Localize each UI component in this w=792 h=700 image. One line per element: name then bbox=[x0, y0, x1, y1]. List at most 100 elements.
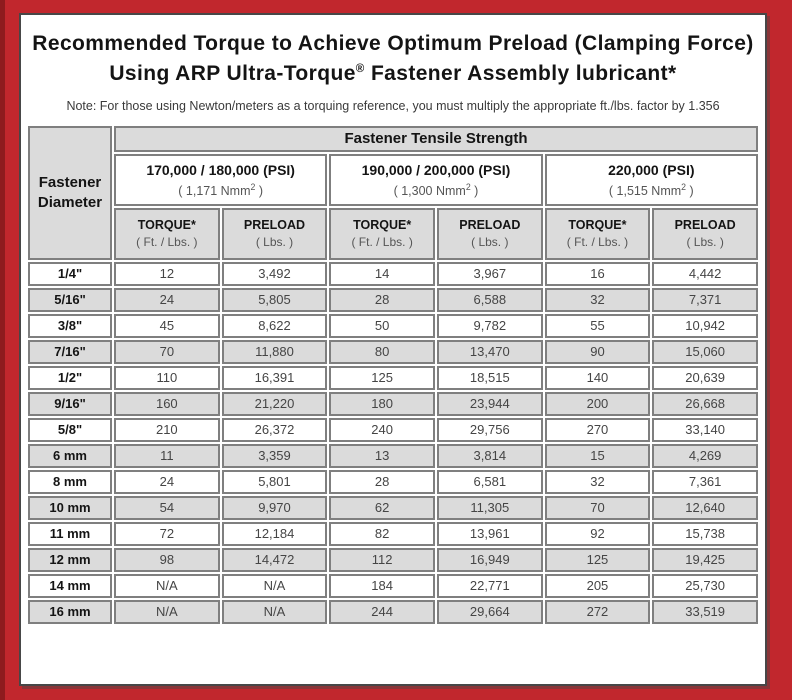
preload-value-cell: 21,220 bbox=[221, 391, 328, 416]
fastener-diameter-cell: 1/2" bbox=[28, 365, 112, 390]
table-row: 9/16" 160 21,220 180 23,944 200 26,668 bbox=[28, 391, 758, 416]
torque-value-cell: 82 bbox=[329, 521, 435, 546]
torque-value-cell: 16 bbox=[544, 261, 651, 286]
torque-value-cell: 70 bbox=[544, 495, 651, 520]
table-row: 8 mm 24 5,801 28 6,581 32 7,361 bbox=[28, 469, 758, 494]
psi-group-170-180: 170,000 / 180,000 (PSI) ( 1,171 Nmm2 ) bbox=[114, 153, 328, 206]
table-row: 10 mm 54 9,970 62 11,305 70 12,640 bbox=[28, 495, 758, 520]
fastener-diameter-cell: 11 mm bbox=[28, 521, 112, 546]
preload-header-cell: PRELOAD ( Lbs. ) bbox=[436, 207, 543, 260]
fastener-diameter-cell: 14 mm bbox=[28, 573, 112, 598]
torque-value-cell: 62 bbox=[329, 495, 435, 520]
preload-value-cell: 13,470 bbox=[436, 339, 543, 364]
preload-value-cell: 33,519 bbox=[652, 599, 758, 624]
title-line-1: Recommended Torque to Achieve Optimum Pr… bbox=[32, 32, 754, 55]
preload-value-cell: 9,970 bbox=[221, 495, 328, 520]
table-row: 6 mm 11 3,359 13 3,814 15 4,269 bbox=[28, 443, 758, 468]
fastener-diameter-cell: 3/8" bbox=[28, 313, 112, 338]
preload-value-cell: 5,801 bbox=[221, 469, 328, 494]
psi-value: 170,000 / 180,000 (PSI) bbox=[146, 161, 295, 178]
fastener-diameter-cell: 10 mm bbox=[28, 495, 112, 520]
preload-value-cell: 6,581 bbox=[436, 469, 543, 494]
preload-value-cell: 19,425 bbox=[652, 547, 758, 572]
table-row: 7/16" 70 11,880 80 13,470 90 15,060 bbox=[28, 339, 758, 364]
fastener-diameter-cell: 6 mm bbox=[28, 443, 112, 468]
fastener-diameter-cell: 5/8" bbox=[28, 417, 112, 442]
preload-value-cell: 13,961 bbox=[436, 521, 543, 546]
preload-value-cell: 29,664 bbox=[436, 599, 543, 624]
table-row: 1/2" 110 16,391 125 18,515 140 20,639 bbox=[28, 365, 758, 390]
note-text: Note: For those using Newton/meters as a… bbox=[66, 98, 720, 113]
torque-value-cell: 28 bbox=[329, 287, 435, 312]
preload-value-cell: 10,942 bbox=[652, 313, 758, 338]
preload-value-cell: 26,372 bbox=[221, 417, 328, 442]
table-row: 3/8" 45 8,622 50 9,782 55 10,942 bbox=[28, 313, 758, 338]
preload-value-cell: 12,640 bbox=[652, 495, 758, 520]
torque-value-cell: 45 bbox=[114, 313, 220, 338]
torque-value-cell: 180 bbox=[329, 391, 435, 416]
preload-value-cell: 33,140 bbox=[652, 417, 758, 442]
psi-group-220: 220,000 (PSI) ( 1,515 Nmm2 ) bbox=[544, 153, 758, 206]
torque-value-cell: 12 bbox=[114, 261, 220, 286]
preload-header-cell: PRELOAD ( Lbs. ) bbox=[221, 207, 328, 260]
torque-value-cell: 90 bbox=[544, 339, 651, 364]
preload-value-cell: N/A bbox=[221, 573, 328, 598]
nmm-value: ( 1,300 Nmm2 ) bbox=[393, 181, 479, 198]
preload-value-cell: 15,060 bbox=[652, 339, 758, 364]
torque-value-cell: 32 bbox=[544, 469, 651, 494]
torque-value-cell: 140 bbox=[544, 365, 651, 390]
title-line-2-pre: Using ARP Ultra-Torque bbox=[109, 62, 356, 86]
header-row-columns: TORQUE* ( Ft. / Lbs. ) PRELOAD ( Lbs. ) … bbox=[28, 207, 758, 260]
nmm-value: ( 1,171 Nmm2 ) bbox=[178, 181, 264, 198]
preload-value-cell: 16,949 bbox=[436, 547, 543, 572]
preload-value-cell: 18,515 bbox=[436, 365, 543, 390]
preload-value-cell: 4,269 bbox=[652, 443, 758, 468]
torque-value-cell: 210 bbox=[114, 417, 220, 442]
torque-value-cell: 15 bbox=[544, 443, 651, 468]
torque-table: Fastener Diameter Fastener Tensile Stren… bbox=[26, 124, 760, 626]
corner-header-line-1: Fastener bbox=[38, 174, 102, 192]
preload-value-cell: 26,668 bbox=[652, 391, 758, 416]
torque-value-cell: 205 bbox=[544, 573, 651, 598]
preload-value-cell: 6,588 bbox=[436, 287, 543, 312]
header-row-psi: 170,000 / 180,000 (PSI) ( 1,171 Nmm2 ) 1… bbox=[28, 153, 758, 206]
preload-value-cell: 9,782 bbox=[436, 313, 543, 338]
preload-value-cell: 23,944 bbox=[436, 391, 543, 416]
torque-value-cell: N/A bbox=[114, 599, 220, 624]
torque-value-cell: 244 bbox=[329, 599, 435, 624]
preload-value-cell: 11,305 bbox=[436, 495, 543, 520]
preload-value-cell: 7,371 bbox=[652, 287, 758, 312]
preload-value-cell: 29,756 bbox=[436, 417, 543, 442]
preload-value-cell: 3,967 bbox=[436, 261, 543, 286]
torque-value-cell: 24 bbox=[114, 287, 220, 312]
preload-value-cell: 22,771 bbox=[436, 573, 543, 598]
preload-value-cell: 7,361 bbox=[652, 469, 758, 494]
psi-value: 190,000 / 200,000 (PSI) bbox=[361, 161, 511, 178]
preload-value-cell: 3,814 bbox=[436, 443, 543, 468]
table-row: 5/16" 24 5,805 28 6,588 32 7,371 bbox=[28, 287, 758, 312]
psi-group-190-200: 190,000 / 200,000 (PSI) ( 1,300 Nmm2 ) bbox=[329, 153, 543, 206]
torque-value-cell: 160 bbox=[114, 391, 220, 416]
torque-value-cell: 92 bbox=[544, 521, 651, 546]
title-line-2-post: Fastener Assembly lubricant* bbox=[364, 62, 677, 86]
fastener-diameter-cell: 7/16" bbox=[28, 339, 112, 364]
torque-value-cell: 55 bbox=[544, 313, 651, 338]
table-row: 12 mm 98 14,472 112 16,949 125 19,425 bbox=[28, 547, 758, 572]
torque-value-cell: 240 bbox=[329, 417, 435, 442]
title-line-2: Using ARP Ultra-Torque® Fastener Assembl… bbox=[26, 59, 760, 89]
content-sheet: Recommended Torque to Achieve Optimum Pr… bbox=[19, 13, 767, 686]
corner-header-fastener-diameter: Fastener Diameter bbox=[28, 125, 112, 260]
torque-header-cell: TORQUE* ( Ft. / Lbs. ) bbox=[544, 207, 651, 260]
preload-value-cell: N/A bbox=[221, 599, 328, 624]
preload-value-cell: 25,730 bbox=[652, 573, 758, 598]
torque-value-cell: 54 bbox=[114, 495, 220, 520]
torque-value-cell: 270 bbox=[544, 417, 651, 442]
preload-value-cell: 14,472 bbox=[221, 547, 328, 572]
torque-value-cell: 32 bbox=[544, 287, 651, 312]
torque-value-cell: 13 bbox=[329, 443, 435, 468]
table-row: 5/8" 210 26,372 240 29,756 270 33,140 bbox=[28, 417, 758, 442]
fastener-diameter-cell: 1/4" bbox=[28, 261, 112, 286]
fastener-diameter-cell: 8 mm bbox=[28, 469, 112, 494]
torque-value-cell: N/A bbox=[114, 573, 220, 598]
torque-value-cell: 80 bbox=[329, 339, 435, 364]
